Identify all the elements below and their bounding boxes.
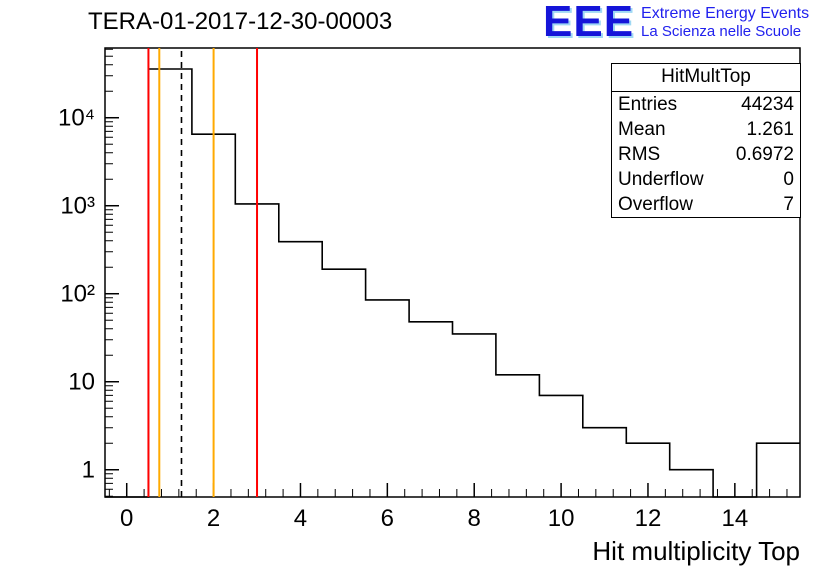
x-tick-label: 8 [468,505,481,532]
stats-value: 44234 [741,94,794,115]
stats-box: HitMultTop Entries 44234 Mean 1.261 RMS … [611,63,801,218]
x-tick-label: 14 [721,505,748,532]
histogram-line [105,68,800,498]
stats-row-rms: RMS 0.6972 [612,142,800,167]
stats-label: Overflow [618,194,693,215]
y-tick-label: 10³ [60,193,95,220]
stats-label: Underflow [618,169,704,190]
eee-logo-line1: Extreme Energy Events [641,5,810,22]
stats-row-entries: Entries 44234 [612,92,800,117]
stats-box-title: HitMultTop [612,64,800,92]
eee-logo-line2: La Scienza nelle Scuole [641,23,802,40]
plot-frame [104,47,801,498]
x-tick-label: 6 [381,505,394,532]
x-tick-label: 0 [120,505,133,532]
x-tick-label: 4 [294,505,307,532]
x-tick-label: 2 [207,505,220,532]
x-tick-label: 10 [548,505,575,532]
eee-logo: EEE Extreme Energy Events La Scienza nel… [543,0,809,46]
x-axis-title: Hit multiplicity Top [592,536,800,566]
stats-row-mean: Mean 1.261 [612,117,800,142]
stats-row-overflow: Overflow 7 [612,192,800,217]
eee-logo-letters: EEE [543,0,635,46]
stats-label: Mean [618,119,666,140]
y-tick-label: 1 [82,457,95,484]
stats-value: 0 [783,169,794,190]
stats-label: Entries [618,94,678,115]
eee-logo-textblock: Extreme Energy Events La Scienza nelle S… [641,1,809,41]
y-tick-label: 10 [68,369,95,396]
y-tick-label: 10⁴ [58,105,95,132]
stats-value: 0.6972 [735,144,794,165]
stats-row-underflow: Underflow 0 [612,167,800,192]
x-tick-label: 12 [635,505,662,532]
plot-title: TERA-01-2017-12-30-00003 [88,8,393,35]
stats-label: RMS [618,144,661,165]
stats-value: 1.261 [746,119,794,140]
y-tick-label: 10² [60,281,95,308]
stats-value: 7 [783,194,794,215]
